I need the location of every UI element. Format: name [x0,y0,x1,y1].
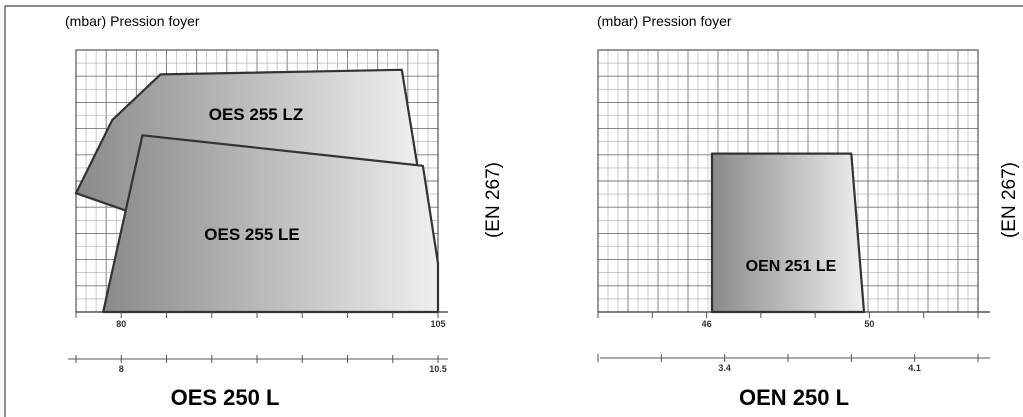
left-chart-ylabel: (mbar) Pression foyer [65,13,200,29]
left-chart-area-oes-255-le [102,134,440,314]
left-chart-title: OES 250 L [171,385,280,410]
x2-tick-label: 10.5 [429,364,447,374]
right-chart-x2-ticks: 3.4 4.1 [597,354,979,373]
x-tick-label: 105 [430,319,445,329]
right-chart-x-ticks: 46 50 [597,312,979,329]
right-chart-series-label-oen-251-le: OEN 251 LE [746,258,837,275]
x-tick-label: 46 [702,319,712,329]
x-tick-label: 50 [864,319,874,329]
right-chart-title: OEN 250 L [739,385,849,410]
x2-tick-label: 3.4 [718,363,731,373]
right-chart-ylabel: (mbar) Pression foyer [597,13,732,29]
left-chart-series-label-oes-255-le: OES 255 LE [204,225,299,244]
right-chart-side-label: (EN 267) [999,162,1020,238]
left-chart-x-ticks: 80 105 [75,312,446,329]
x2-tick-label: 8 [119,364,124,374]
x2-tick-label: 4.1 [908,363,921,373]
left-chart-series-label-oes-255-lz: OES 255 LZ [209,105,303,124]
left-chart-x2-ticks: 8 10.5 [75,355,447,374]
right-chart-area-oen-251-le [710,152,866,314]
x-tick-label: 80 [116,319,126,329]
left-chart-side-label: (EN 267) [483,162,504,238]
